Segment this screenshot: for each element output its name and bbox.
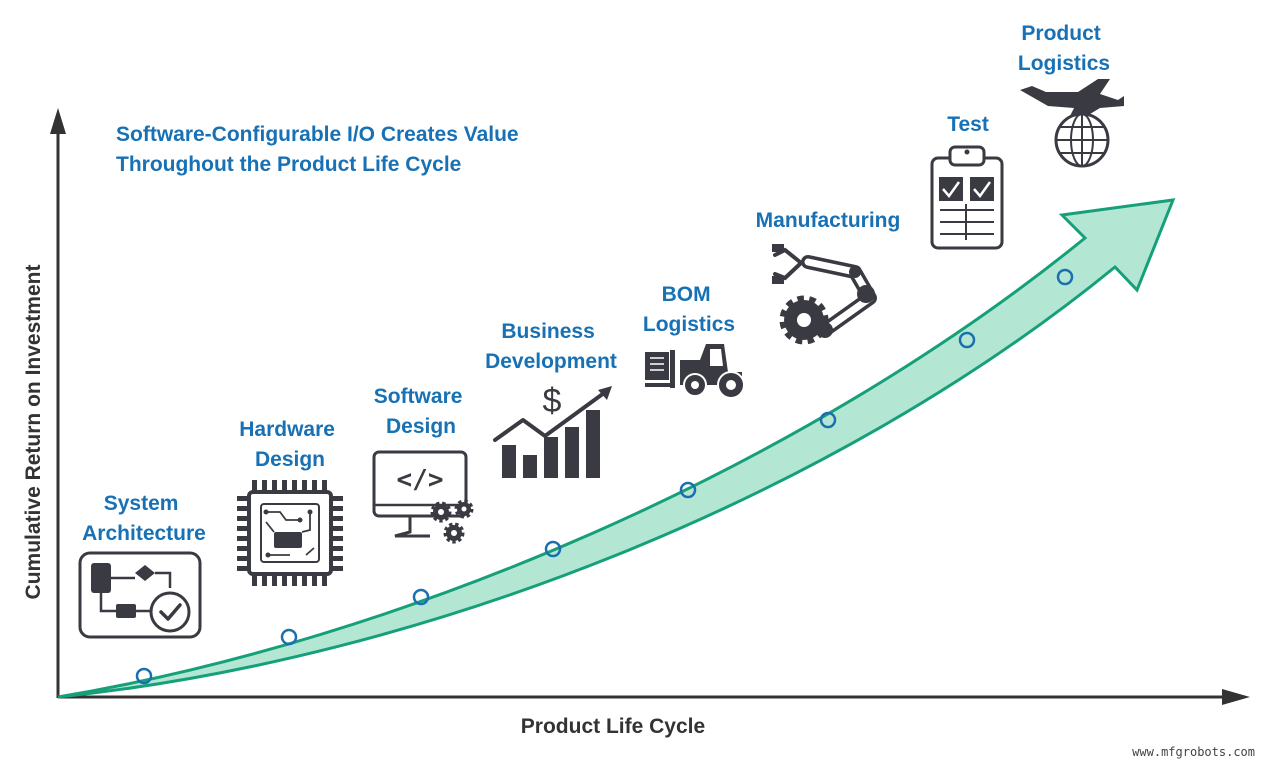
airplane-globe-icon — [1020, 79, 1124, 168]
stage-label-line: Development — [485, 350, 617, 373]
stage-marker — [544, 540, 562, 558]
stage-label-line: Software — [374, 385, 463, 408]
stage-marker — [280, 628, 298, 646]
growth-arrow-body — [57, 198, 1176, 699]
diagram-title: Software-Configurable I/O Creates Value … — [116, 123, 519, 176]
stage-label-line: Product — [1021, 22, 1100, 45]
growth-arrow — [57, 198, 1176, 699]
stage-label-line: Logistics — [643, 313, 735, 336]
stage-marker — [679, 481, 697, 499]
axes: Product Life Cycle Cumulative Return on … — [22, 108, 1250, 738]
stage-label-line: Design — [255, 448, 325, 471]
svg-text:$: $ — [543, 382, 562, 420]
robot-arm-gear-icon — [772, 244, 877, 345]
stage-label-line: System — [104, 492, 179, 515]
stage-marker — [958, 331, 976, 349]
stage-label-line: Test — [947, 113, 989, 136]
stage-label-manufacturing: Manufacturing — [756, 209, 901, 232]
x-axis-label: Product Life Cycle — [521, 715, 705, 738]
y-axis-label: Cumulative Return on Investment — [22, 265, 45, 600]
stage-label-line: Design — [386, 415, 456, 438]
stage-label-test: Test — [947, 113, 989, 136]
stage-label-line: Business — [501, 320, 594, 343]
stage-label-product-logistics: Product Logistics — [1018, 22, 1110, 75]
flowchart-check-icon — [78, 551, 202, 639]
y-axis-arrowhead — [50, 108, 66, 134]
x-axis-arrowhead — [1222, 689, 1250, 705]
stage-label-hardware-design: Hardware Design — [239, 418, 341, 471]
stage-label-line: BOM — [662, 283, 711, 306]
stage-label-system-architecture: System Architecture — [82, 492, 206, 545]
stage-label-software-design: Software Design — [374, 385, 469, 438]
stage-labels: System Architecture Hardware Design Soft… — [82, 22, 1110, 545]
forklift-icon — [645, 344, 745, 399]
code-monitor-gears-icon: </> — [372, 450, 474, 544]
growth-bars-dollar-icon: $ — [493, 382, 612, 478]
stage-marker — [1056, 268, 1074, 286]
clipboard-checklist-icon — [930, 145, 1004, 250]
watermark: www.mfgrobots.com — [1132, 745, 1255, 759]
stage-label-bom-logistics: BOM Logistics — [643, 283, 735, 336]
stage-label-line: Logistics — [1018, 52, 1110, 75]
title-line-1: Software-Configurable I/O Creates Value — [116, 123, 519, 146]
stage-label-line: Manufacturing — [756, 209, 901, 232]
stage-label-line: Architecture — [82, 522, 206, 545]
stage-marker — [412, 588, 430, 606]
chip-icon — [237, 480, 343, 586]
stage-marker — [819, 411, 837, 429]
title-line-2: Throughout the Product Life Cycle — [116, 153, 461, 176]
stage-marker — [135, 667, 153, 685]
stage-label-line: Hardware — [239, 418, 335, 441]
stage-label-business-development: Business Development — [485, 320, 617, 373]
svg-text:</>: </> — [397, 465, 444, 495]
stage-markers — [135, 268, 1074, 685]
